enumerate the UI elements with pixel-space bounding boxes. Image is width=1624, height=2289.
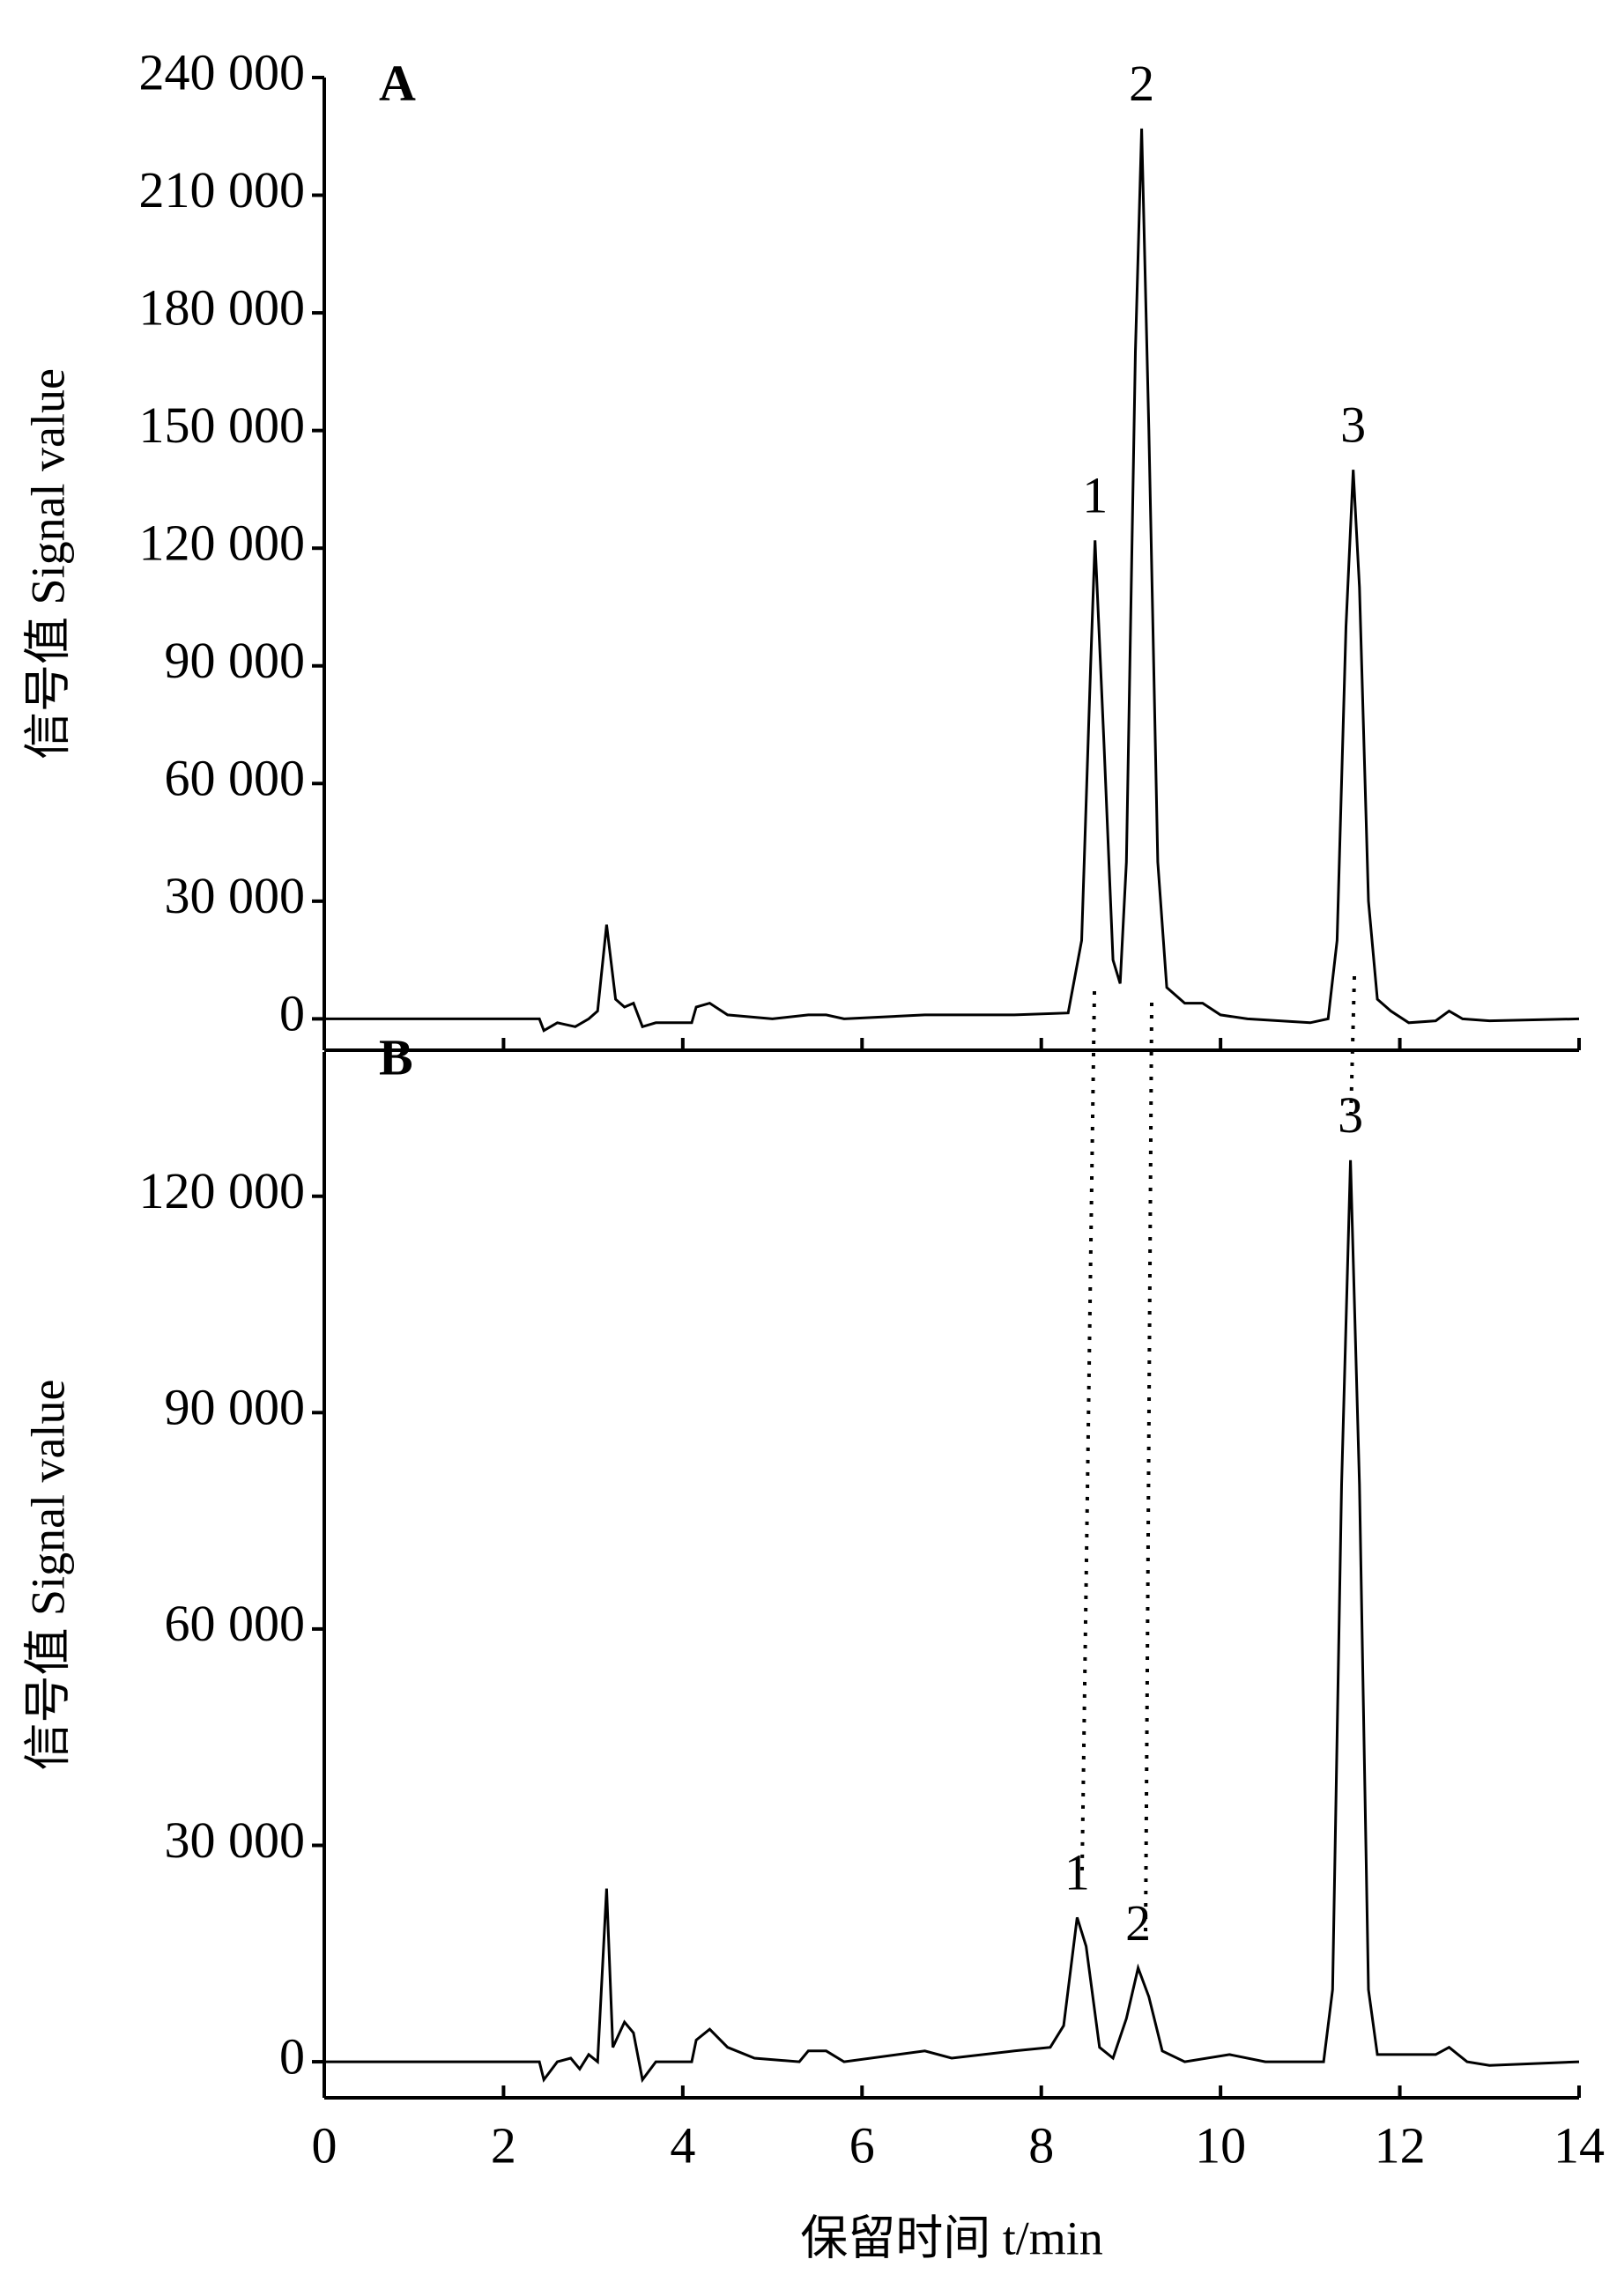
y-tick-label: 30 000 <box>165 867 306 924</box>
x-tick-label: 4 <box>670 2116 695 2174</box>
y-tick-label: 90 000 <box>165 1379 306 1436</box>
y-tick-label: 150 000 <box>139 396 306 454</box>
x-tick-label: 10 <box>1195 2116 1246 2174</box>
peak-label: 2 <box>1129 55 1154 112</box>
y-tick-label: 120 000 <box>139 1162 306 1219</box>
peak-label: 3 <box>1340 396 1366 453</box>
y-tick-label: 0 <box>279 2027 305 2085</box>
y-tick-label: 120 000 <box>139 515 306 572</box>
peak-label: 2 <box>1125 1894 1151 1952</box>
y-tick-label: 60 000 <box>165 1595 306 1652</box>
x-tick-label: 2 <box>491 2116 516 2174</box>
y-tick-label: 210 000 <box>139 161 306 219</box>
panel-label: A <box>379 54 416 111</box>
x-tick-label: 8 <box>1028 2116 1054 2174</box>
y-tick-label: 180 000 <box>139 278 306 336</box>
x-tick-label: 12 <box>1375 2116 1426 2174</box>
signal-line <box>324 1159 1580 2084</box>
panel-label: B <box>379 1028 413 1085</box>
x-tick-label: 6 <box>849 2116 875 2174</box>
x-axis-label: 保留时间 t/min <box>800 2211 1103 2264</box>
y-tick-label: 90 000 <box>165 632 306 689</box>
peak-label: 3 <box>1338 1086 1363 1144</box>
y-tick-label: 60 000 <box>165 750 306 807</box>
peak-label: 1 <box>1082 467 1108 524</box>
peak-guide <box>1080 990 1096 1873</box>
y-axis-label: 信号值 Signal value <box>21 368 74 759</box>
x-tick-label: 0 <box>312 2116 337 2174</box>
y-axis-label: 信号值 Signal value <box>21 1380 74 1771</box>
y-tick-label: 0 <box>279 985 305 1042</box>
peak-guide <box>1144 1002 1153 1939</box>
y-tick-label: 240 000 <box>139 43 306 100</box>
peak-label: 1 <box>1064 1844 1090 1901</box>
signal-line <box>324 128 1580 1033</box>
x-tick-label: 14 <box>1554 2116 1605 2174</box>
y-tick-label: 30 000 <box>165 1811 306 1869</box>
